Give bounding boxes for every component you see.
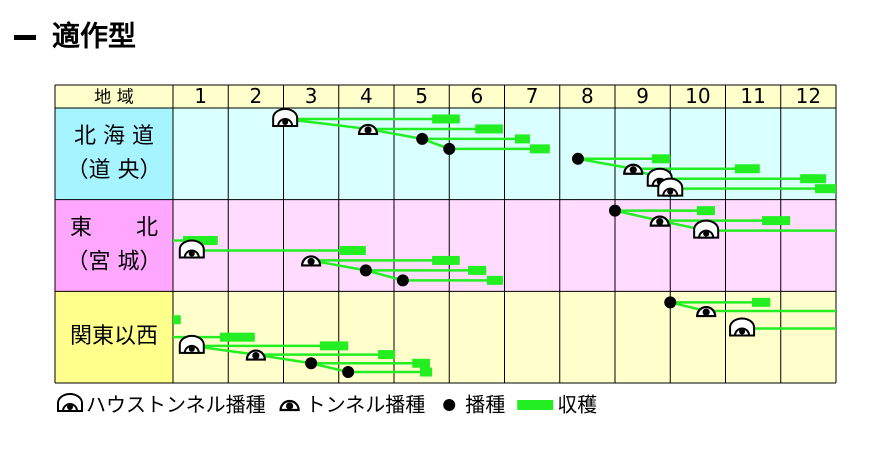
row-label-cell — [55, 199, 173, 292]
legend-label: トンネル播種 — [306, 393, 426, 417]
house-tunnel-sowing-mark — [693, 219, 720, 239]
row-label-cell — [55, 291, 173, 383]
tunnel-dot — [703, 230, 710, 237]
month-label: 11 — [740, 84, 765, 108]
header-row — [55, 85, 836, 108]
title-dash — [14, 35, 36, 40]
harvest-bar — [419, 367, 433, 377]
harvest-bar — [319, 341, 349, 351]
sowing-mark — [443, 399, 456, 411]
month-label: 1 — [194, 84, 207, 108]
sowing-mark — [443, 142, 456, 155]
tunnel-dot — [188, 345, 195, 352]
corner-label: 地 域 — [94, 88, 133, 108]
month-label: 4 — [360, 84, 373, 108]
sowing-mark — [305, 357, 318, 370]
tunnel-dot — [739, 328, 746, 335]
schedule-lines — [173, 206, 836, 285]
sowing-mark — [396, 274, 409, 287]
month-label: 6 — [471, 84, 484, 108]
sowing-mark — [609, 204, 621, 217]
schedule-marks — [178, 296, 756, 378]
month-label: 9 — [636, 84, 649, 108]
tunnel-sowing-mark — [279, 399, 300, 412]
row-label: 関東以西 — [70, 324, 158, 349]
harvest-bar — [815, 184, 836, 194]
harvest-bar — [514, 134, 530, 144]
month-label: 7 — [526, 84, 539, 108]
house-tunnel-sowing-mark — [57, 393, 83, 412]
harvest-bar — [182, 236, 218, 246]
legend-label: 播種 — [465, 393, 505, 417]
month-label: 10 — [685, 84, 710, 108]
harvest-bar — [734, 164, 760, 174]
sowing-mark — [571, 152, 584, 165]
schedule-lines — [173, 297, 836, 377]
harvest-bar — [173, 315, 181, 325]
house-tunnel-sowing-mark — [178, 239, 205, 259]
harvest-bar — [761, 216, 791, 226]
harvest-bar — [529, 144, 550, 154]
house-tunnel-sowing-mark — [729, 317, 756, 337]
link-line — [310, 362, 349, 374]
tunnel-sowing-mark — [649, 215, 670, 227]
link-line — [285, 117, 369, 131]
month-label: 2 — [250, 84, 263, 108]
harvest-bar — [339, 245, 366, 255]
schedule-marks — [272, 108, 684, 197]
harvest-bar — [475, 124, 503, 134]
sowing-mark — [416, 132, 429, 145]
harvest-bar — [412, 358, 430, 368]
month-label: 12 — [796, 84, 821, 108]
tunnel-dot — [286, 402, 294, 410]
sowing-mark — [359, 264, 372, 277]
harvest-bar — [377, 350, 396, 360]
tunnel-dot — [629, 166, 637, 174]
harvest-bar — [432, 114, 460, 124]
tunnel-dot — [702, 308, 710, 316]
link-line — [365, 269, 404, 282]
house-tunnel-sowing-mark — [657, 177, 684, 197]
harvest-bar — [696, 206, 716, 216]
month-label: 8 — [581, 84, 594, 108]
sowing-mark — [342, 366, 355, 378]
tunnel-dot — [252, 351, 260, 360]
tunnel-dot — [364, 126, 372, 134]
link-line — [577, 157, 634, 170]
tunnel-dot — [656, 218, 664, 226]
tunnel-sowing-mark — [301, 255, 322, 267]
legend-harvest — [517, 400, 554, 410]
tunnel-dot — [307, 257, 315, 266]
harvest-bar — [468, 265, 487, 275]
harvest-bar — [752, 297, 771, 307]
tunnel-dot — [67, 404, 73, 410]
tunnel-dot — [188, 250, 195, 257]
legend-label: ハウストンネル播種 — [86, 393, 266, 417]
tunnel-sowing-mark — [357, 123, 379, 136]
tunnel-dot — [667, 188, 674, 195]
house-tunnel-sowing-mark — [272, 108, 299, 127]
harvest-bar — [486, 275, 503, 285]
harvest-bar — [219, 332, 255, 342]
schedule-marks — [178, 204, 720, 287]
harvest-bar — [800, 174, 827, 184]
row-label: 北 海 道 — [74, 124, 154, 149]
sowing-mark — [664, 296, 677, 309]
row-label: （宮 城） — [67, 250, 162, 275]
house-tunnel-sowing-mark — [178, 334, 205, 354]
tunnel-sowing-mark — [696, 305, 717, 318]
tunnel-dot — [282, 119, 289, 125]
tunnel-sowing-mark — [623, 163, 644, 175]
tunnel-sowing-mark — [245, 349, 266, 361]
month-label: 3 — [305, 84, 318, 108]
row-label-cell — [55, 108, 173, 200]
title: 適作型 — [52, 20, 136, 53]
month-label: 5 — [415, 84, 428, 108]
row-label: 東 北 — [70, 216, 158, 241]
harvest-bar — [432, 255, 460, 265]
harvest-bar — [652, 154, 671, 164]
legend-label: 収穫 — [557, 393, 597, 417]
row-label: （道 央） — [67, 158, 162, 183]
